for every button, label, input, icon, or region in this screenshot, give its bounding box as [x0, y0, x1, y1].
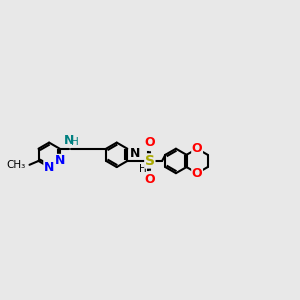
Text: N: N — [64, 134, 74, 147]
Text: N: N — [55, 154, 65, 167]
Text: O: O — [192, 167, 203, 180]
Text: O: O — [192, 142, 203, 155]
Text: O: O — [145, 136, 155, 149]
Text: O: O — [145, 172, 155, 185]
Text: N: N — [130, 147, 140, 160]
Text: H: H — [139, 164, 146, 174]
Text: H: H — [71, 137, 79, 147]
Text: N: N — [44, 160, 54, 174]
Text: CH₃: CH₃ — [6, 160, 26, 170]
Text: S: S — [145, 154, 155, 168]
